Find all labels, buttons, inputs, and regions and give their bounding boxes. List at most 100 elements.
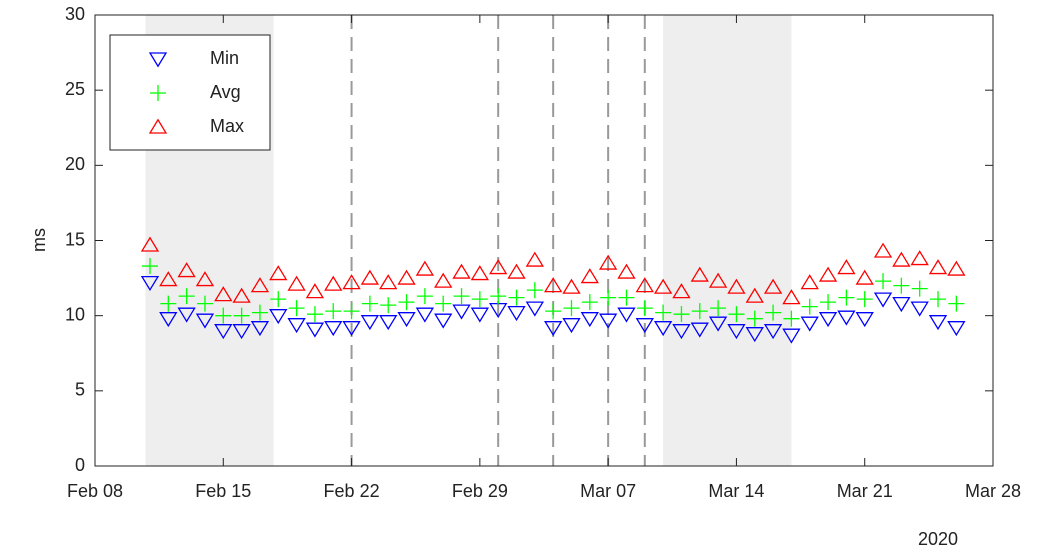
marker [800,316,819,332]
marker [525,251,544,267]
marker [196,295,213,312]
marker [287,318,306,334]
marker [178,288,195,305]
marker [470,307,490,323]
marker [214,324,233,340]
marker [453,288,470,305]
marker [948,295,965,312]
marker [820,294,837,311]
marker [653,278,673,294]
marker [855,269,874,285]
marker [525,301,544,317]
marker [783,310,800,327]
marker [728,306,745,323]
marker [708,316,728,332]
legend-marker [148,52,168,68]
marker [635,318,654,334]
marker [471,291,488,308]
y-tick-label: 30 [65,4,85,24]
marker [727,324,746,340]
x-tick-label: Feb 15 [195,481,251,501]
marker [490,288,507,305]
marker [140,275,160,292]
marker [653,321,673,337]
marker [380,297,397,314]
legend-label: Avg [210,82,241,102]
marker [214,286,233,302]
marker [598,254,618,270]
marker [635,277,654,293]
x-tick-label: Feb 08 [67,481,123,501]
marker [928,259,948,275]
marker [434,272,453,288]
marker [580,268,599,284]
marker [269,265,288,281]
marker [250,277,270,293]
marker [910,301,929,317]
marker [544,277,563,293]
marker [617,307,636,323]
legend: Min Avg Max [109,34,271,151]
marker [489,259,508,275]
marker [141,258,158,275]
marker [930,291,947,308]
x-tick-label: Mar 21 [837,481,893,501]
marker [416,288,433,305]
marker [873,292,893,308]
y-tick-label: 15 [65,229,85,249]
marker [270,291,287,308]
marker [617,263,636,279]
marker [251,304,268,321]
marker [379,315,398,331]
legend-label: Max [210,116,244,136]
marker [397,269,416,285]
marker [288,300,305,317]
marker [600,289,617,306]
marker [269,309,288,325]
marker [875,273,892,290]
y-tick-label: 25 [65,79,85,99]
marker [470,265,490,281]
marker [544,321,563,337]
marker [305,283,325,299]
marker [232,287,251,303]
legend-label: Min [210,48,239,68]
marker [801,298,818,315]
y-tick-label: 5 [75,380,85,400]
marker [360,269,380,285]
marker [452,304,471,320]
x-tick-label: Mar 14 [708,481,764,501]
marker [745,287,764,303]
marker [837,310,856,326]
marker [763,278,783,294]
x-tick-label: Mar 07 [580,481,636,501]
marker [710,300,727,317]
marker [673,306,690,323]
marker [305,322,325,338]
marker [545,303,562,320]
marker [873,242,893,258]
marker [911,280,928,297]
marker [580,312,599,328]
marker [928,315,948,331]
x-tick-label: Feb 29 [452,481,508,501]
marker [398,294,415,311]
marker [800,274,819,290]
legend-marker [150,85,166,101]
legend-marker [148,118,168,134]
marker [215,307,232,324]
marker [324,275,343,291]
marker [672,283,691,299]
marker [508,289,525,306]
marker [782,289,801,305]
x-secondary-label: 2020 [918,529,958,549]
marker [563,300,580,317]
marker [160,295,177,312]
marker [507,306,526,322]
marker [727,278,746,294]
marker [947,321,966,337]
marker [159,271,178,287]
marker [342,274,361,290]
marker [325,303,342,320]
